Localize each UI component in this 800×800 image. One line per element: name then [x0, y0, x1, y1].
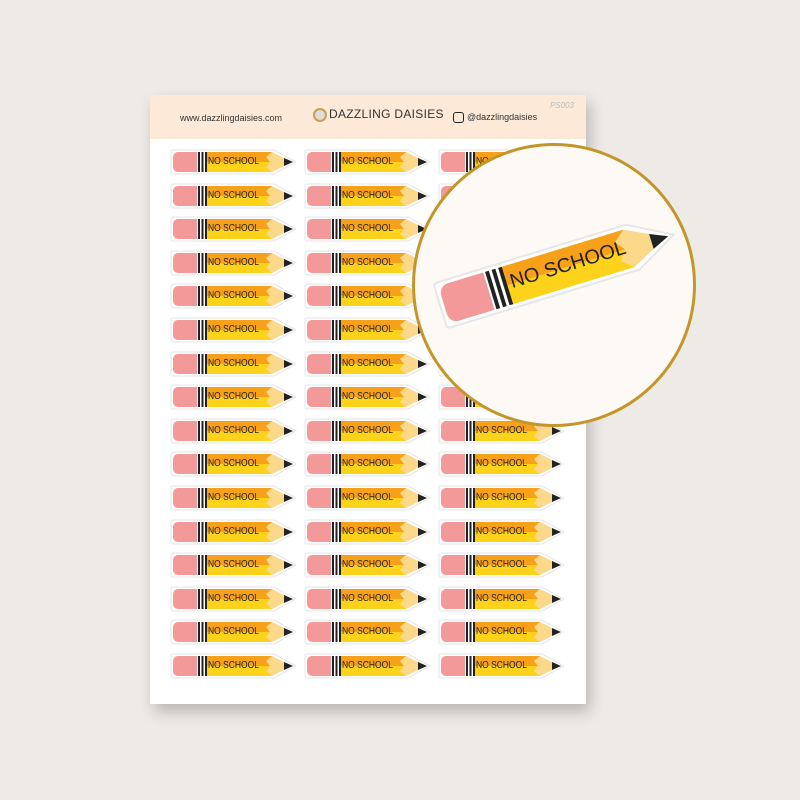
- brand-name: DAZZLING DAISIES: [329, 107, 444, 121]
- sticker-label: NO SCHOOL: [342, 357, 394, 369]
- sticker-label: NO SCHOOL: [342, 391, 394, 403]
- pencil-sticker: NO SCHOOL: [304, 418, 432, 444]
- sticker-label: NO SCHOOL: [342, 424, 394, 436]
- sticker-label: NO SCHOOL: [342, 492, 394, 503]
- sticker-label: NO SCHOOL: [342, 525, 394, 537]
- sheet-header: www.dazzlingdaisies.com DAZZLING DAISIES…: [150, 95, 586, 139]
- pencil-sticker: NO SCHOOL: [170, 351, 298, 377]
- sticker-label: NO SCHOOL: [342, 290, 394, 302]
- sticker-label: NO SCHOOL: [208, 223, 260, 235]
- sticker-label: NO SCHOOL: [476, 559, 528, 571]
- sticker-label: NO SCHOOL: [208, 290, 260, 302]
- pencil-sticker: NO SCHOOL: [304, 485, 432, 511]
- pencil-sticker: NO SCHOOL: [438, 519, 566, 545]
- pencil-sticker: NO SCHOOL: [304, 250, 432, 276]
- sticker-label: NO SCHOOL: [342, 223, 394, 235]
- pencil-sticker: NO SCHOOL: [304, 519, 432, 545]
- pencil-sticker: NO SCHOOL: [438, 485, 566, 511]
- instagram-text: @dazzlingdaisies: [467, 112, 538, 122]
- sticker-label: NO SCHOOL: [476, 525, 528, 537]
- pencil-sticker: NO SCHOOL: [304, 552, 432, 578]
- brand-logo: DAZZLING DAISIES: [313, 107, 444, 122]
- pencil-sticker: NO SCHOOL: [438, 451, 566, 477]
- sticker-label: NO SCHOOL: [342, 189, 394, 201]
- sticker-label: NO SCHOOL: [208, 357, 260, 369]
- sticker-label: NO SCHOOL: [476, 592, 528, 604]
- sticker-label: NO SCHOOL: [208, 189, 260, 201]
- pencil-sticker: NO SCHOOL: [170, 519, 298, 545]
- sticker-label: NO SCHOOL: [342, 626, 394, 638]
- pencil-sticker: NO SCHOOL: [170, 619, 298, 645]
- sticker-label: NO SCHOOL: [342, 156, 394, 167]
- pencil-sticker: NO SCHOOL: [304, 183, 432, 209]
- pencil-sticker: NO SCHOOL: [170, 216, 298, 242]
- sticker-label: NO SCHOOL: [208, 424, 260, 436]
- pencil-sticker: NO SCHOOL: [304, 317, 432, 343]
- pencil-sticker: NO SCHOOL: [438, 586, 566, 612]
- pencil-sticker: NO SCHOOL: [170, 418, 298, 444]
- sticker-label: NO SCHOOL: [208, 660, 260, 671]
- daisy-icon: [313, 107, 327, 122]
- pencil-sticker: NO SCHOOL: [304, 351, 432, 377]
- pencil-sticker: NO SCHOOL: [170, 552, 298, 578]
- sticker-label: NO SCHOOL: [342, 559, 394, 571]
- pencil-sticker: NO SCHOOL: [438, 552, 566, 578]
- instagram-icon: [453, 112, 464, 124]
- sticker-label: NO SCHOOL: [208, 458, 260, 470]
- sticker-label: NO SCHOOL: [208, 492, 260, 503]
- sticker-label: NO SCHOOL: [342, 458, 394, 470]
- pencil-sticker: NO SCHOOL: [304, 149, 432, 175]
- sticker-label: NO SCHOOL: [208, 324, 260, 335]
- sticker-label: NO SCHOOL: [476, 660, 528, 671]
- pencil-sticker: NO SCHOOL: [304, 216, 432, 242]
- pencil-sticker: NO SCHOOL: [170, 586, 298, 612]
- pencil-sticker: NO SCHOOL: [170, 149, 298, 175]
- zoom-magnifier-circle: NO SCHOOL: [412, 143, 696, 427]
- pencil-sticker: NO SCHOOL: [304, 619, 432, 645]
- pencil-sticker-zoomed: NO SCHOOL: [431, 209, 685, 332]
- pencil-sticker: NO SCHOOL: [170, 653, 298, 679]
- pencil-sticker: NO SCHOOL: [170, 485, 298, 511]
- sticker-label: NO SCHOOL: [476, 458, 528, 470]
- pencil-sticker: NO SCHOOL: [304, 586, 432, 612]
- pencil-sticker: NO SCHOOL: [170, 451, 298, 477]
- sticker-label: NO SCHOOL: [208, 592, 260, 604]
- pencil-sticker: NO SCHOOL: [304, 653, 432, 679]
- sticker-label: NO SCHOOL: [208, 391, 260, 403]
- pencil-sticker: NO SCHOOL: [170, 183, 298, 209]
- sticker-label: NO SCHOOL: [342, 256, 394, 268]
- pencil-sticker: NO SCHOOL: [304, 451, 432, 477]
- pencil-sticker: NO SCHOOL: [304, 384, 432, 410]
- sticker-label: NO SCHOOL: [208, 525, 260, 537]
- sticker-label: NO SCHOOL: [476, 626, 528, 638]
- sticker-label: NO SCHOOL: [342, 592, 394, 604]
- sticker-label: NO SCHOOL: [208, 626, 260, 638]
- sticker-label: NO SCHOOL: [208, 559, 260, 571]
- sticker-label: NO SCHOOL: [342, 324, 394, 335]
- pencil-sticker: NO SCHOOL: [170, 283, 298, 309]
- sticker-label: NO SCHOOL: [342, 660, 394, 671]
- pencil-sticker: NO SCHOOL: [170, 250, 298, 276]
- pencil-sticker: NO SCHOOL: [438, 619, 566, 645]
- website-text: www.dazzlingdaisies.com: [180, 113, 283, 123]
- sticker-label: NO SCHOOL: [208, 156, 260, 167]
- pencil-sticker: NO SCHOOL: [438, 653, 566, 679]
- sticker-label: NO SCHOOL: [476, 492, 528, 503]
- product-code: PS003: [549, 101, 574, 110]
- pencil-sticker: NO SCHOOL: [170, 384, 298, 410]
- sticker-label: NO SCHOOL: [208, 256, 260, 268]
- pencil-sticker: NO SCHOOL: [170, 317, 298, 343]
- sticker-label: NO SCHOOL: [476, 424, 528, 436]
- instagram-handle: @dazzlingdaisies: [453, 112, 538, 124]
